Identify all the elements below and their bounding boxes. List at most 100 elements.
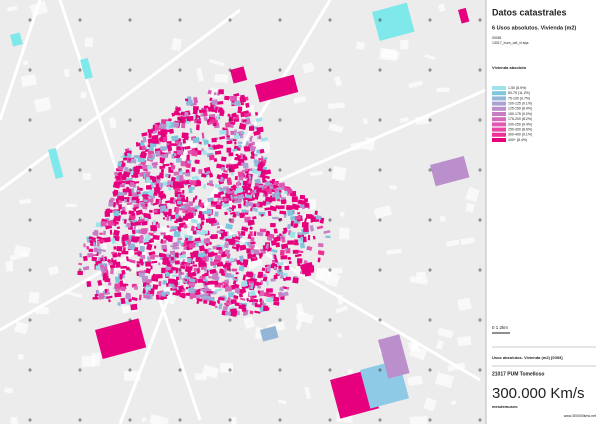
- parcel: [214, 255, 222, 261]
- parcel: [292, 249, 299, 254]
- parcel: [188, 242, 196, 249]
- parcel: [120, 180, 126, 184]
- parcel: [201, 256, 208, 262]
- brand: 300.000 Km/s: [492, 385, 585, 402]
- parcel: [135, 209, 143, 216]
- grid-cross: [428, 268, 432, 272]
- parcel: [201, 364, 220, 379]
- parcel: [234, 141, 237, 145]
- parcel: [180, 111, 185, 116]
- parcel: [111, 258, 114, 263]
- parcel: [231, 112, 238, 118]
- parcel: [243, 145, 250, 152]
- parcel: [125, 294, 132, 299]
- parcel: [223, 169, 228, 173]
- grid-cross: [278, 218, 282, 222]
- parcel: [337, 333, 342, 338]
- parcel: [262, 166, 268, 171]
- parcel: [216, 247, 222, 251]
- parcel: [131, 296, 138, 301]
- feature: [300, 261, 315, 275]
- feature: [230, 66, 248, 84]
- parcel: [119, 273, 124, 280]
- parcel: [116, 196, 124, 201]
- parcel: [226, 208, 233, 212]
- parcel: [175, 106, 182, 112]
- parcel: [204, 281, 211, 286]
- grid-cross: [328, 268, 332, 272]
- parcel: [245, 141, 250, 147]
- parcel: [333, 75, 343, 87]
- parcel: [242, 162, 249, 169]
- parcel: [224, 279, 230, 284]
- parcel: [190, 180, 197, 186]
- grid-cross: [28, 268, 32, 272]
- parcel: [248, 174, 252, 180]
- feature: [372, 2, 415, 41]
- grid-cross: [428, 318, 432, 322]
- parcel: [257, 290, 261, 294]
- legend-title: Vivienda absoluto: [492, 65, 527, 70]
- parcel: [214, 290, 218, 293]
- grid-cross: [28, 118, 32, 122]
- parcel: [217, 196, 223, 201]
- parcel: [239, 96, 246, 103]
- parcel: [236, 154, 242, 161]
- parcel: [167, 186, 172, 191]
- parcel: [241, 307, 247, 312]
- grid-cross: [278, 118, 282, 122]
- parcel: [111, 237, 116, 245]
- parcel: [177, 200, 182, 205]
- parcel: [98, 263, 106, 267]
- parcel: [264, 307, 270, 311]
- parcel: [115, 261, 121, 268]
- parcel: [139, 245, 146, 253]
- parcel: [259, 228, 267, 233]
- parcel: [176, 158, 182, 163]
- legend-swatch: [492, 112, 506, 116]
- parcel: [254, 194, 259, 200]
- parcel: [154, 245, 157, 249]
- parcel: [210, 118, 216, 123]
- parcel: [240, 230, 246, 236]
- parcel: [224, 122, 232, 128]
- parcel: [112, 181, 121, 189]
- grid-cross: [428, 368, 432, 372]
- parcel: [167, 278, 175, 285]
- parcel: [176, 149, 184, 155]
- parcel: [233, 119, 239, 123]
- parcel: [125, 256, 130, 262]
- feature: [430, 155, 470, 187]
- parcel: [290, 220, 294, 227]
- parcel: [211, 201, 218, 205]
- parcel: [266, 265, 271, 272]
- grid-cross: [128, 418, 132, 422]
- parcel: [196, 298, 200, 305]
- parcel: [175, 208, 179, 215]
- parcel: [162, 181, 168, 187]
- parcel: [153, 209, 158, 213]
- parcel: [174, 260, 180, 265]
- parcel: [310, 218, 313, 223]
- parcel: [6, 5, 18, 12]
- parcel: [120, 297, 126, 305]
- parcel: [133, 204, 140, 208]
- parcel: [271, 193, 276, 198]
- parcel: [231, 204, 237, 209]
- parcel: [132, 206, 139, 210]
- grid-cross: [178, 418, 182, 422]
- parcel: [125, 266, 130, 271]
- parcel: [172, 181, 180, 187]
- parcel: [261, 267, 266, 272]
- scale-label: 0 1 2km: [492, 325, 508, 330]
- parcel: [209, 249, 212, 253]
- grid-cross: [228, 18, 232, 22]
- parcel: [120, 155, 124, 158]
- parcel: [242, 119, 247, 123]
- parcel: [249, 231, 253, 237]
- parcel: [304, 386, 312, 400]
- grid-cross: [428, 218, 432, 222]
- parcel: [124, 370, 141, 381]
- parcel: [166, 225, 170, 228]
- parcel: [202, 295, 210, 299]
